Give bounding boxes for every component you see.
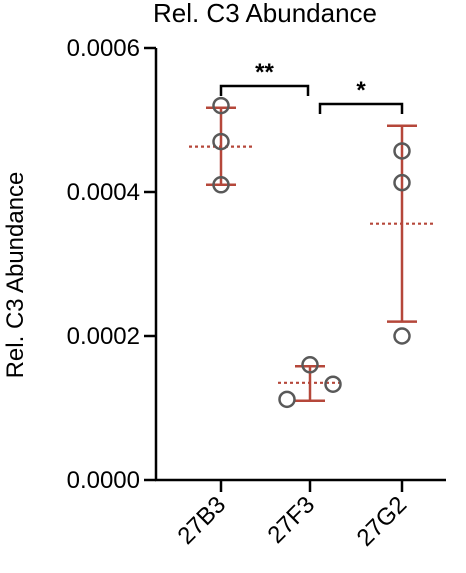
y-tick-label: 0.0006 <box>67 35 140 62</box>
data-point <box>212 176 230 194</box>
significance-label: ** <box>255 59 274 86</box>
x-tick-label: 27G2 <box>352 491 413 552</box>
significance-label: * <box>356 77 366 104</box>
x-tick-label: 27B3 <box>173 491 232 550</box>
data-point <box>324 375 342 393</box>
mean-lines <box>189 145 434 384</box>
data-point <box>212 96 230 115</box>
data-point <box>393 327 411 345</box>
y-tick-label: 0.0002 <box>67 323 140 350</box>
data-point <box>393 173 411 192</box>
significance-bracket <box>219 84 310 96</box>
y-axis-ticks: 0.0000 0.0002 0.0004 0.0006 <box>67 35 156 494</box>
x-axis-ticks: 27B3 27F3 27G2 <box>173 480 413 552</box>
significance-bracket <box>318 102 404 114</box>
data-point <box>212 132 230 151</box>
data-point <box>393 142 411 160</box>
chart-title: Rel. C3 Abundance <box>153 0 377 28</box>
significance-brackets: *** <box>219 59 404 114</box>
y-axis-label: Rel. C3 Abundance <box>2 172 29 379</box>
x-tick-label: 27F3 <box>262 491 320 549</box>
data-points <box>212 96 411 409</box>
data-point <box>301 356 319 374</box>
data-point <box>278 390 296 409</box>
y-tick-label: 0.0000 <box>67 467 140 494</box>
y-tick-label: 0.0004 <box>67 179 140 206</box>
